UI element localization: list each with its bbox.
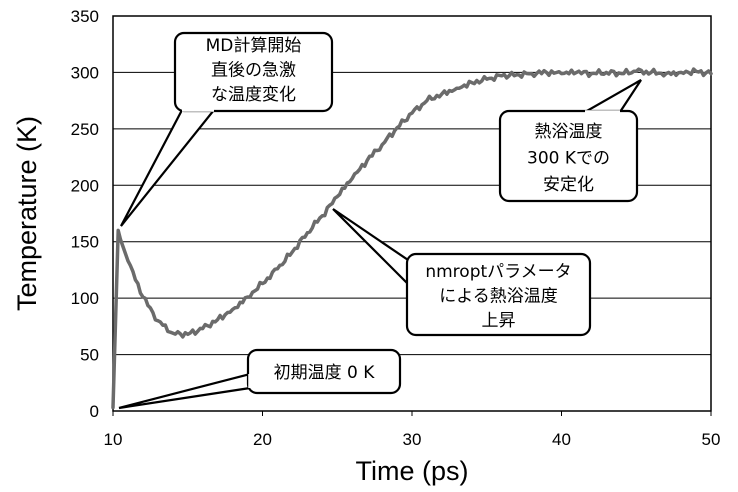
callout-box xyxy=(498,109,639,203)
y-tick-label: 200 xyxy=(71,176,99,195)
y-tick-label: 150 xyxy=(71,233,99,252)
x-axis-title: Time (ps) xyxy=(356,456,469,486)
y-axis-title: Temperature (K) xyxy=(12,116,42,311)
x-tick-label: 50 xyxy=(702,430,721,449)
y-tick-label: 300 xyxy=(71,63,99,82)
y-tick-label: 0 xyxy=(90,402,99,421)
callout-4: 初期温度 0 K xyxy=(118,348,402,410)
callout-text-line: 直後の急激 xyxy=(211,61,296,81)
x-tick-label: 20 xyxy=(253,430,272,449)
x-tick-label: 10 xyxy=(104,430,123,449)
callout-pointer xyxy=(118,372,252,410)
callout-box xyxy=(246,348,402,395)
y-tick-label: 100 xyxy=(71,289,99,308)
callout-text-line: nmroptパラメータ xyxy=(425,262,571,282)
callout-text-line: 熱浴温度 xyxy=(535,122,603,142)
callout-text-line: 上昇 xyxy=(482,311,516,331)
callout-pointer xyxy=(580,79,642,114)
temperature-series-line xyxy=(111,67,713,410)
callout-text-line: 300 Kでの xyxy=(527,149,610,169)
callout-pointer xyxy=(120,108,217,227)
callout-pointer xyxy=(332,208,413,290)
y-tick-label: 250 xyxy=(71,120,99,139)
callout-text-line: 初期温度 0 K xyxy=(274,363,376,383)
callout-text-line: MD計算開始 xyxy=(206,36,302,56)
callout-text-line: な温度変化 xyxy=(211,85,296,105)
callout-text-line: 安定化 xyxy=(543,175,594,195)
x-tick-label: 30 xyxy=(403,430,422,449)
y-tick-label: 50 xyxy=(80,346,99,365)
x-tick-label: 40 xyxy=(552,430,571,449)
y-axis-tick-labels: 0 50 100 150 200 250 300 350 xyxy=(71,7,99,421)
x-axis-tick-labels: 10 20 30 40 50 xyxy=(104,411,721,449)
y-tick-label: 350 xyxy=(71,7,99,26)
callout-box xyxy=(405,252,592,337)
callout-box xyxy=(173,31,334,113)
callout-text-line: による熱浴温度 xyxy=(439,287,558,307)
